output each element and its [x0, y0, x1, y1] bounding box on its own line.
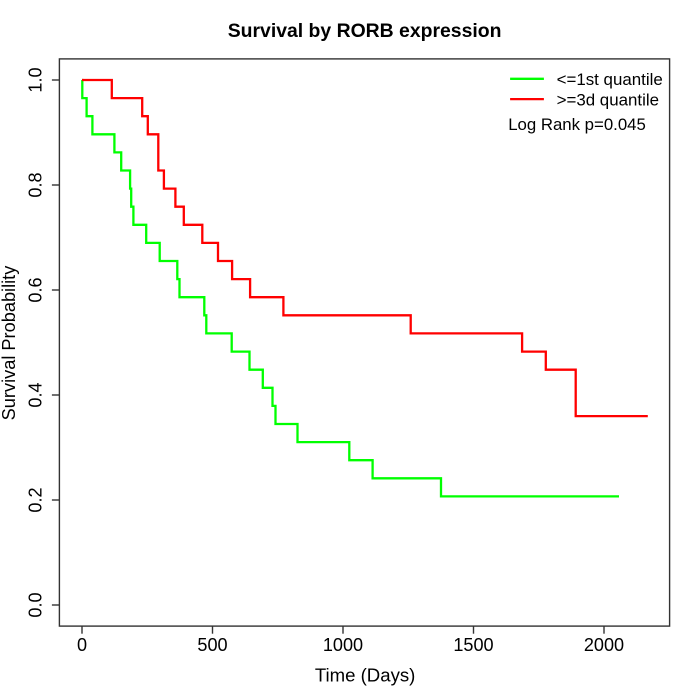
svg-text:0.0: 0.0 — [25, 592, 45, 617]
svg-text:0.2: 0.2 — [25, 487, 45, 512]
svg-text:Time (Days): Time (Days) — [315, 664, 416, 685]
svg-text:2000: 2000 — [584, 635, 624, 655]
svg-text:0.6: 0.6 — [25, 277, 45, 302]
svg-text:0.8: 0.8 — [25, 172, 45, 197]
svg-text:Survival Probability: Survival Probability — [0, 265, 19, 421]
svg-text:<=1st quantile: <=1st quantile — [557, 70, 663, 89]
svg-text:0: 0 — [77, 635, 87, 655]
svg-text:Survival by RORB expression: Survival by RORB expression — [228, 20, 502, 42]
svg-text:1.0: 1.0 — [25, 67, 45, 92]
svg-text:1500: 1500 — [453, 635, 493, 655]
svg-text:1000: 1000 — [323, 635, 363, 655]
svg-text:0.4: 0.4 — [25, 382, 45, 407]
svg-text:>=3d quantile: >=3d quantile — [557, 91, 659, 110]
svg-text:500: 500 — [197, 635, 227, 655]
svg-text:Log Rank p=0.045: Log Rank p=0.045 — [508, 115, 646, 134]
